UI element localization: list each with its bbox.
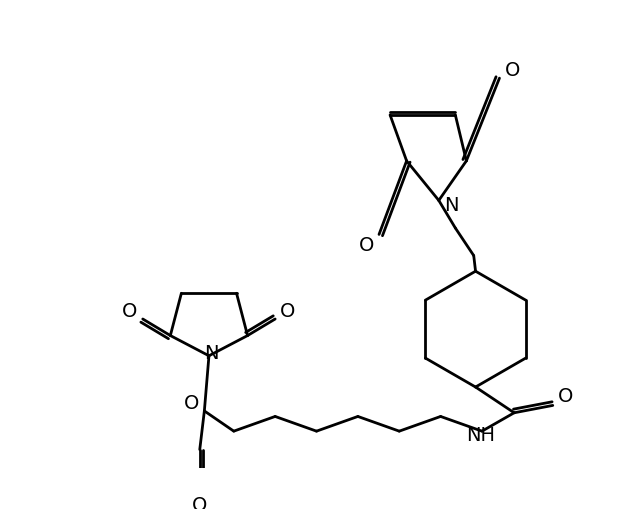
Text: O: O [122,302,137,321]
Text: O: O [504,61,520,80]
Text: O: O [184,394,199,413]
Text: N: N [205,344,219,362]
Text: O: O [281,302,295,321]
Text: NH: NH [466,426,494,445]
Text: O: O [558,387,573,406]
Text: N: N [444,195,459,214]
Text: O: O [358,236,374,255]
Text: O: O [192,496,208,509]
